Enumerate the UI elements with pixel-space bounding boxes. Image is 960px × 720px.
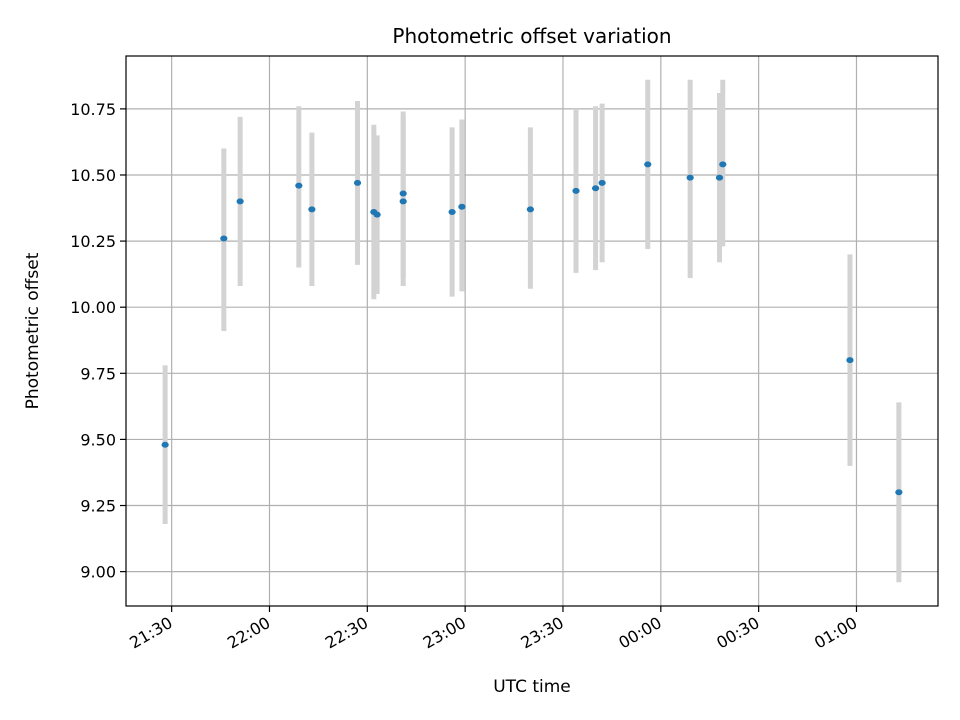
data-point — [308, 206, 316, 213]
y-tick-label: 9.75 — [80, 364, 116, 383]
data-point — [526, 206, 534, 213]
y-tick-label: 10.50 — [70, 166, 116, 185]
data-point — [598, 179, 606, 186]
chart-title: Photometric offset variation — [392, 24, 671, 48]
y-tick-label: 10.00 — [70, 298, 116, 317]
data-point — [846, 357, 854, 364]
data-point — [644, 161, 652, 168]
data-point — [399, 198, 407, 205]
data-point — [458, 203, 466, 210]
data-points — [161, 161, 903, 496]
data-point — [591, 185, 600, 192]
data-point — [715, 174, 724, 181]
data-point — [236, 198, 244, 205]
y-tick-label: 9.25 — [80, 497, 116, 516]
data-point — [399, 190, 407, 197]
y-tick-label: 10.25 — [70, 232, 116, 251]
x-axis-label: UTC time — [493, 677, 571, 697]
data-point — [719, 161, 727, 168]
y-tick-label: 9.00 — [80, 563, 116, 582]
data-point — [353, 179, 362, 186]
y-axis-ticks: 9.00 9.25 9.50 9.75 10.00 10.25 10.50 10.75 — [70, 100, 126, 582]
y-tick-label: 10.75 — [70, 100, 116, 119]
y-tick-label: 9.50 — [80, 430, 116, 449]
y-axis-label: Photometric offset — [23, 252, 43, 409]
data-point — [448, 209, 456, 216]
data-point — [895, 489, 903, 496]
data-point — [373, 211, 381, 218]
data-point — [572, 187, 580, 194]
data-point — [161, 441, 169, 448]
data-point — [220, 235, 228, 242]
data-point — [686, 174, 694, 181]
data-point — [295, 182, 303, 189]
plot-frame — [125, 55, 939, 607]
